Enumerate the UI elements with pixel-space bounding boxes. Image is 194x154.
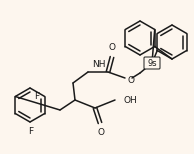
Text: O: O bbox=[108, 43, 115, 52]
Text: 9s: 9s bbox=[147, 59, 157, 67]
Text: O: O bbox=[128, 75, 135, 85]
Text: NH: NH bbox=[92, 60, 106, 69]
Text: OH: OH bbox=[123, 95, 137, 105]
Text: O: O bbox=[98, 128, 105, 137]
Text: F: F bbox=[29, 127, 34, 136]
Text: F: F bbox=[35, 92, 40, 101]
FancyBboxPatch shape bbox=[144, 57, 160, 69]
